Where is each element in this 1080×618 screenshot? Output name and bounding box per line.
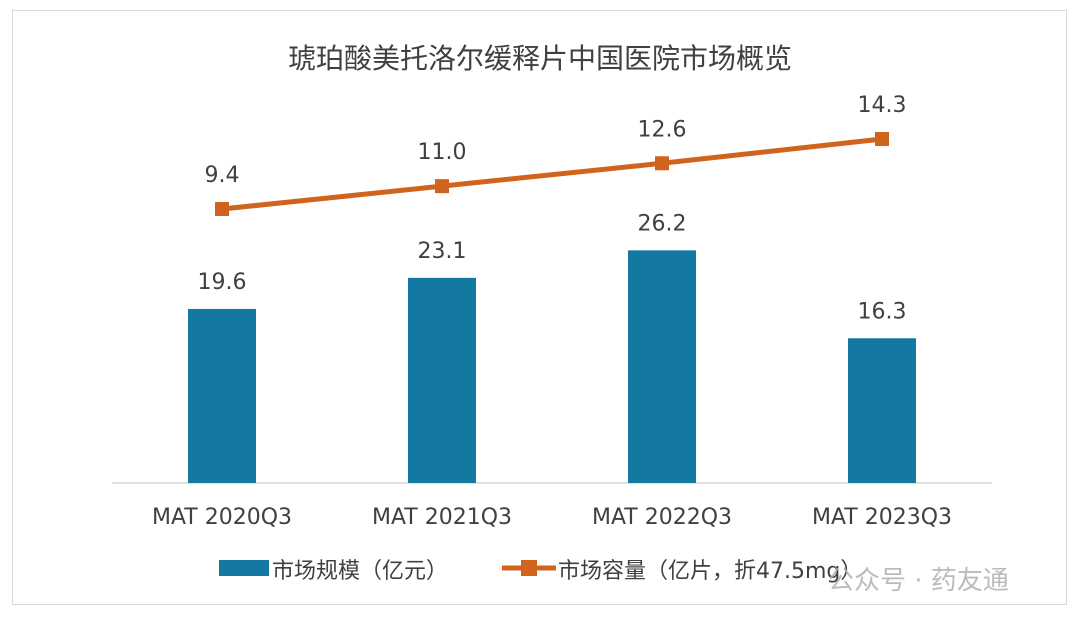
line-marker: [875, 131, 889, 146]
line-data-label: 14.3: [858, 93, 907, 118]
watermark: 公众号 · 药友通: [828, 566, 1009, 596]
legend-marker: [521, 560, 537, 576]
bar-data-label: 19.6: [198, 270, 247, 295]
chart-frame: [12, 10, 1067, 605]
legend-label-line: 市场容量（亿片，折47.5mg）: [558, 559, 862, 584]
bar: [628, 250, 696, 483]
x-tick-label: MAT 2023Q3: [812, 505, 952, 530]
line-marker: [435, 179, 449, 194]
legend: 市场规模（亿元） 市场容量（亿片，折47.5mg）: [219, 559, 862, 584]
x-tick-label: MAT 2020Q3: [152, 505, 292, 530]
bar: [848, 338, 916, 483]
x-tick-label: MAT 2022Q3: [592, 505, 732, 530]
line-marker: [655, 156, 669, 171]
bar-data-label: 16.3: [858, 299, 907, 324]
line-data-label: 11.0: [418, 140, 467, 165]
legend-swatch-bar: [219, 560, 269, 576]
legend-label-bar: 市场规模（亿元）: [272, 559, 448, 584]
line-series: [221, 136, 883, 212]
line-data-label: 9.4: [205, 163, 240, 188]
bar: [188, 308, 256, 483]
bar-data-label: 26.2: [638, 211, 687, 236]
bar: [408, 277, 476, 483]
chart-title: 琥珀酸美托洛尔缓释片中国医院市场概览: [288, 42, 792, 75]
line-marker: [215, 202, 229, 216]
line-data-label: 12.6: [638, 117, 687, 142]
x-tick-label: MAT 2021Q3: [372, 505, 512, 530]
bar-data-label: 23.1: [418, 239, 467, 264]
